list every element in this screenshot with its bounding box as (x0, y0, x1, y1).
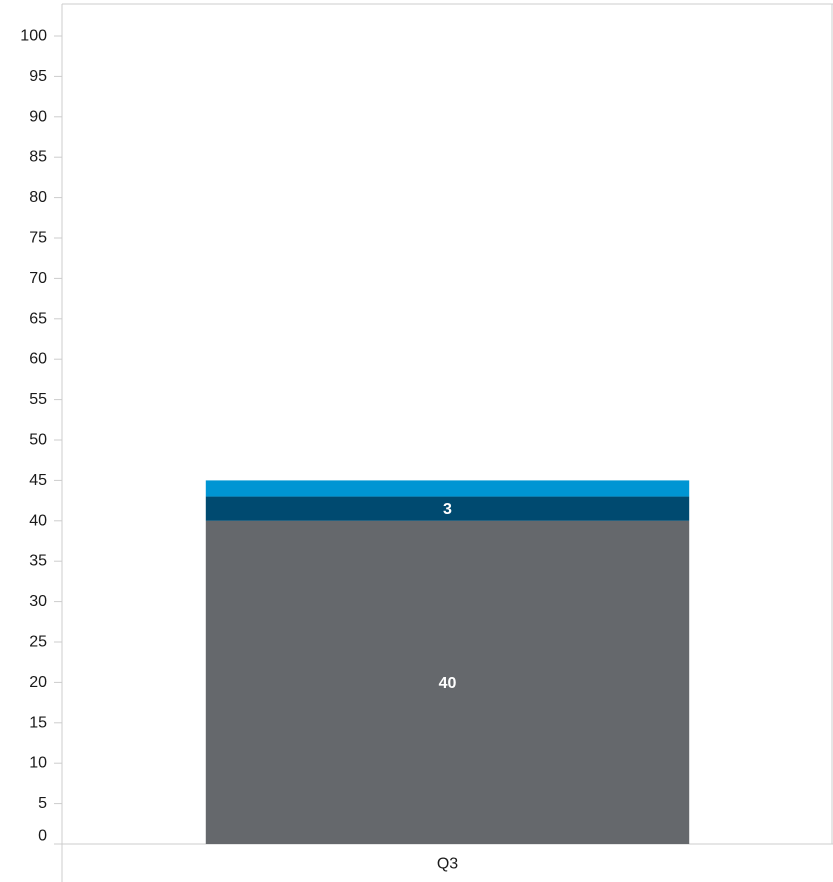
x-category-label: Q3 (437, 856, 458, 873)
bar-segment[interactable] (205, 480, 690, 497)
y-tick-label: 50 (29, 432, 47, 449)
y-tick-label: 45 (29, 472, 47, 489)
y-tick-label: 75 (29, 230, 47, 247)
bar-segment[interactable] (205, 496, 690, 521)
y-tick-label: 85 (29, 149, 47, 166)
y-axis-ticks: 0 5 10 15 20 25 30 35 40 45 50 55 60 65 70 75 80 85 90 95 10… (20, 28, 62, 845)
y-tick-label: 90 (29, 108, 47, 125)
y-tick-label: 20 (29, 674, 47, 691)
y-tick-label: 80 (29, 189, 47, 206)
y-tick-label: 65 (29, 310, 47, 327)
bar-data-label: 40 (439, 675, 457, 692)
y-tick-label: 10 (29, 755, 47, 772)
bars: 40 3 (205, 480, 690, 844)
y-tick-label: 95 (29, 68, 47, 85)
y-tick-label: 55 (29, 391, 47, 408)
y-tick-label: 100 (20, 28, 47, 45)
y-tick-label: 40 (29, 512, 47, 529)
y-tick-label: 25 (29, 634, 47, 651)
y-tick-label: 30 (29, 593, 47, 610)
y-tick-label: 35 (29, 553, 47, 570)
x-axis-labels: Q3 (437, 856, 458, 873)
y-tick-label: 0 (38, 828, 47, 845)
bar-segment[interactable] (205, 520, 690, 844)
y-tick-label: 5 (38, 795, 47, 812)
y-tick-label: 70 (29, 270, 47, 287)
y-tick-label: 60 (29, 351, 47, 368)
bar-data-label: 3 (443, 501, 452, 518)
y-tick-label: 15 (29, 714, 47, 731)
